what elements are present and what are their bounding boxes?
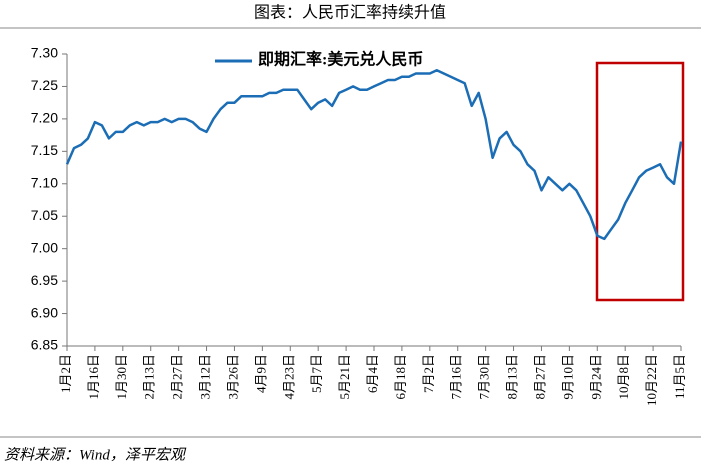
x-tick-label: 3月12日 (198, 354, 213, 400)
x-tick-label: 10月22日 (644, 354, 659, 406)
series-line (65, 68, 683, 241)
x-tick-label: 1月30日 (114, 354, 129, 400)
x-tick-label: 3月26日 (225, 354, 240, 400)
y-tick-label: 7.25 (31, 77, 58, 93)
x-tick-label: 1月2日 (58, 354, 73, 393)
x-tick-label: 6月4日 (365, 354, 380, 393)
x-tick-label: 8月13日 (505, 354, 520, 400)
y-tick-label: 6.90 (31, 304, 58, 320)
x-tick-label: 2月27日 (170, 354, 185, 400)
source: 资料来源：Wind，泽平宏观 (4, 446, 187, 463)
x-tick-label: 4月9日 (253, 354, 268, 393)
y-tick-label: 7.30 (31, 45, 58, 61)
x-tick-label: 5月7日 (309, 354, 324, 393)
y-tick-label: 7.10 (31, 174, 58, 190)
x-tick-label: 7月2日 (421, 354, 436, 393)
x-tick-label: 9月24日 (588, 354, 603, 400)
x-tick-label: 7月16日 (449, 354, 464, 400)
y-tick-label: 7.15 (31, 142, 58, 158)
y-tick-label: 7.05 (31, 207, 58, 223)
x-tick-label: 6月18日 (393, 354, 408, 400)
y-tick-label: 7.20 (31, 110, 58, 126)
x-tick-label: 10月8日 (616, 354, 631, 400)
legend-label: 即期汇率:美元兑人民币 (258, 50, 423, 69)
x-tick-label: 5月21日 (337, 354, 352, 400)
chart-title: 图表：人民币汇率持续升值 (254, 4, 446, 22)
x-tick-label: 1月16日 (86, 354, 101, 400)
x-tick-label: 8月27日 (532, 354, 547, 400)
y-tick-label: 6.95 (31, 272, 58, 288)
x-tick-label: 2月13日 (142, 354, 157, 400)
x-tick-label: 7月30日 (477, 354, 492, 400)
y-tick-label: 6.85 (31, 337, 58, 353)
x-tick-label: 4月23日 (281, 354, 296, 400)
x-tick-label: 9月10日 (560, 354, 575, 400)
x-tick-label: 11月5日 (672, 354, 687, 399)
highlight-box (595, 61, 685, 302)
y-tick-label: 7.00 (31, 239, 58, 255)
